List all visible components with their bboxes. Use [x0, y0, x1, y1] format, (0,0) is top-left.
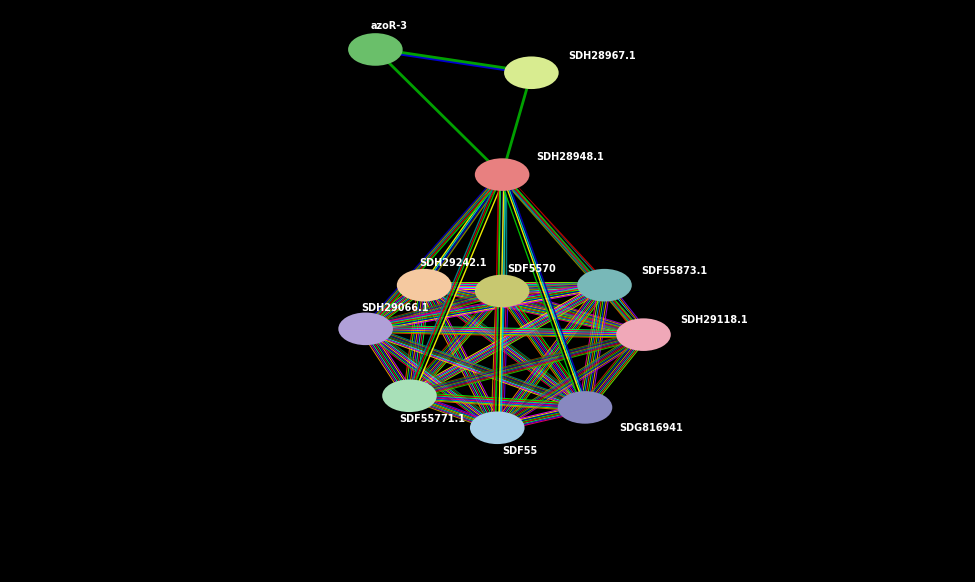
Text: SDH29066.1: SDH29066.1 — [361, 303, 428, 313]
Text: SDH28967.1: SDH28967.1 — [568, 51, 636, 62]
Circle shape — [577, 269, 632, 301]
Circle shape — [616, 318, 671, 351]
Text: SDH29118.1: SDH29118.1 — [681, 315, 748, 325]
Text: SDG816941: SDG816941 — [619, 423, 682, 433]
Circle shape — [558, 391, 612, 424]
Text: SDF55: SDF55 — [502, 446, 537, 456]
Circle shape — [348, 33, 403, 66]
Circle shape — [475, 158, 529, 191]
Text: SDF55873.1: SDF55873.1 — [642, 265, 708, 276]
Circle shape — [475, 275, 529, 307]
Circle shape — [382, 379, 437, 412]
Text: azoR-3: azoR-3 — [370, 21, 408, 31]
Circle shape — [397, 269, 451, 301]
Circle shape — [338, 313, 393, 345]
Text: SDF5570: SDF5570 — [507, 264, 556, 274]
Circle shape — [470, 411, 525, 444]
Text: SDH29242.1: SDH29242.1 — [419, 258, 487, 268]
Text: SDH28948.1: SDH28948.1 — [536, 152, 604, 162]
Circle shape — [504, 56, 559, 89]
Text: SDF55771.1: SDF55771.1 — [400, 414, 466, 424]
